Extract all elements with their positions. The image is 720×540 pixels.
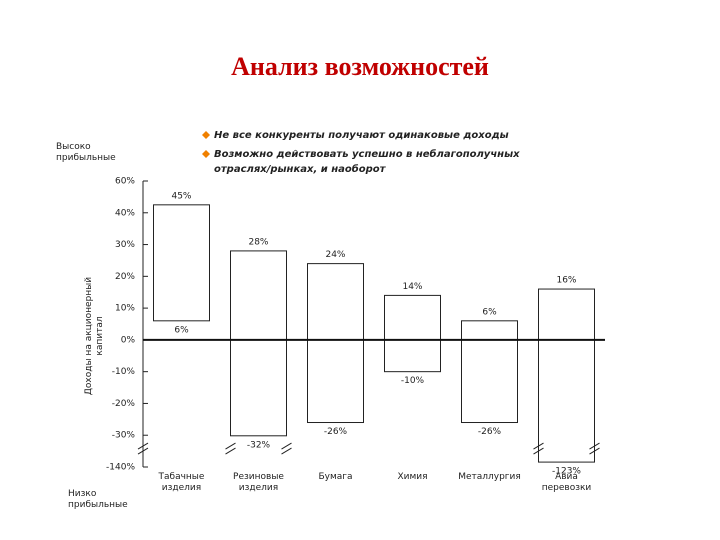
axis-break <box>137 442 149 450</box>
x-tick-label: Химия <box>397 472 428 482</box>
annotation: Возможно действовать успешно в неблагопо… <box>214 149 520 175</box>
y-tick-label: 60% <box>115 177 135 187</box>
value-label: 16% <box>556 276 576 286</box>
y-axis-label: Доходы на акционерный капитал <box>84 276 105 396</box>
axis-break <box>589 447 600 455</box>
y-tick-label: -20% <box>112 399 136 409</box>
y-tick-label: 0% <box>121 335 136 345</box>
value-label: 24% <box>325 250 345 260</box>
value-label: 45% <box>171 191 191 201</box>
chart-title: Анализ возможностей <box>231 52 489 81</box>
y-bottom-label: Низко прибыльные <box>68 489 128 510</box>
axis-break <box>533 447 544 455</box>
axis-break <box>225 447 236 455</box>
value-label: -10% <box>401 376 425 386</box>
axis-break <box>533 442 544 450</box>
axis-break <box>281 442 292 450</box>
value-label: 6% <box>482 307 497 317</box>
y-tick-label: 30% <box>115 240 135 250</box>
y-tick-label: -30% <box>112 431 136 441</box>
x-tick-label: Бумага <box>318 472 353 482</box>
bar <box>461 320 518 424</box>
axis-break <box>225 442 236 450</box>
value-label: -123% <box>552 467 581 477</box>
y-tick-label: 40% <box>115 208 135 218</box>
x-tick-label: Авиа перевозки <box>541 472 592 493</box>
y-tick-label: -140% <box>106 463 135 473</box>
y-tick-label: 20% <box>115 272 135 282</box>
value-label: -26% <box>324 427 348 437</box>
value-label: 28% <box>248 237 268 247</box>
axis-break <box>281 447 292 455</box>
value-label: -26% <box>478 427 502 437</box>
bar <box>538 288 595 463</box>
bar <box>153 204 210 322</box>
bar <box>307 263 364 424</box>
y-tick-label: 10% <box>115 304 135 314</box>
x-tick-label: Резиновые изделия <box>233 472 284 493</box>
value-label: 14% <box>402 282 422 292</box>
annotation: Не все конкуренты получают одинаковые до… <box>214 130 509 141</box>
axis-break <box>137 447 149 455</box>
y-top-label: Высоко прибыльные <box>56 142 116 163</box>
bar <box>230 250 287 437</box>
x-tick-label: Табачные изделия <box>158 472 205 493</box>
axis-break <box>589 442 600 450</box>
y-tick-label: -10% <box>112 367 136 377</box>
value-label: -32% <box>247 440 271 450</box>
bar <box>384 294 441 373</box>
x-tick-label: Металлургия <box>458 472 521 482</box>
value-label: 6% <box>174 325 189 335</box>
